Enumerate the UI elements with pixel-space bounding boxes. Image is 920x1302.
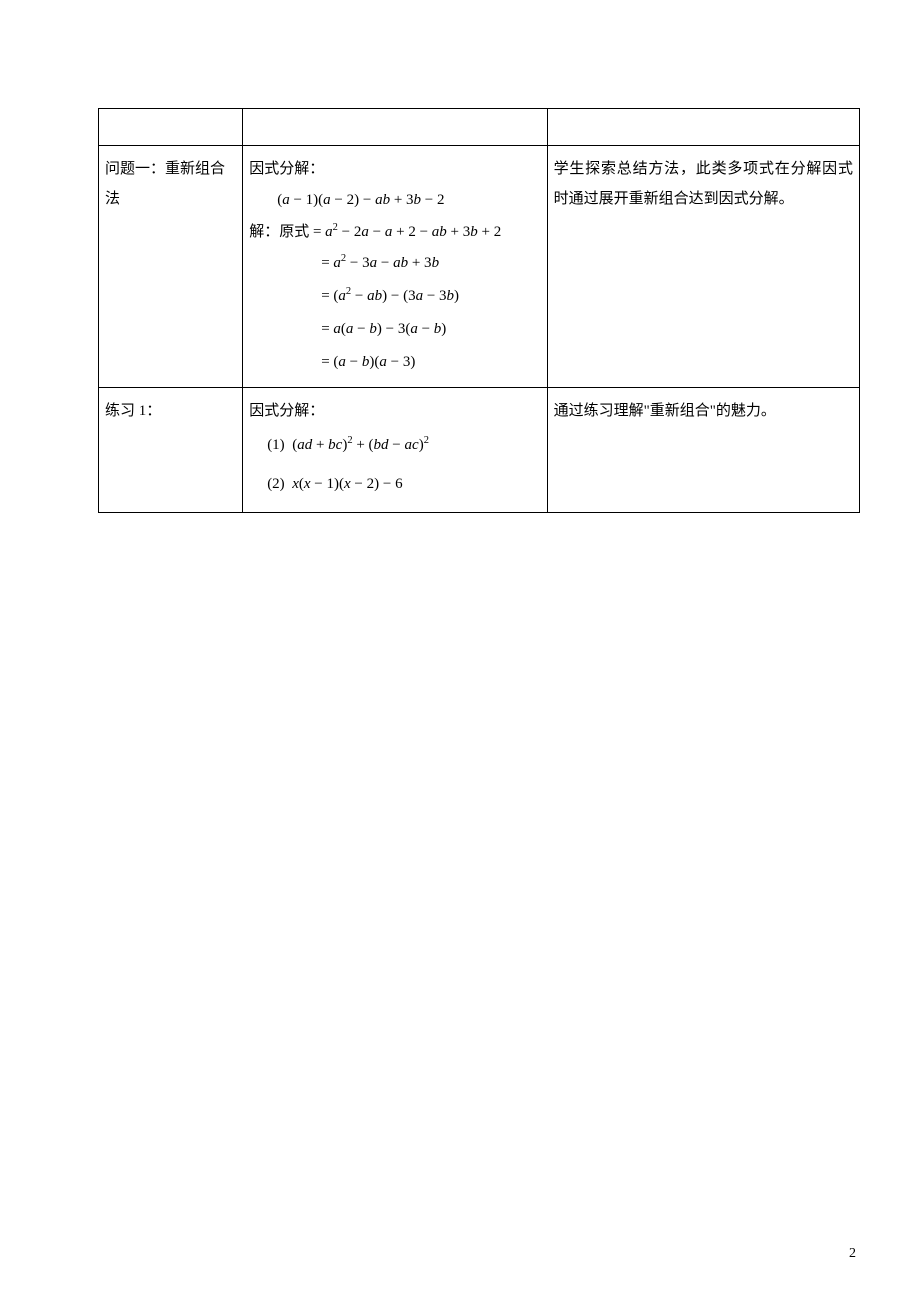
cell xyxy=(547,109,859,146)
item-number: (2) xyxy=(267,476,285,492)
section-title: 因式分解： xyxy=(249,161,324,177)
math-expression: (a − 1)(a − 2) − ab + 3b − 2 xyxy=(249,184,540,217)
table-row: 练习 1： 因式分解： (1) (ad + bc)2 + (bd − ac)2 … xyxy=(99,388,860,513)
cell xyxy=(243,109,547,146)
table-row: 问题一：重新组合法 因式分解： (a − 1)(a − 2) − ab + 3b… xyxy=(99,146,860,388)
content-table: 问题一：重新组合法 因式分解： (a − 1)(a − 2) − ab + 3b… xyxy=(98,108,860,513)
topic-cell: 练习 1： xyxy=(99,388,243,513)
page: 问题一：重新组合法 因式分解： (a − 1)(a − 2) − ab + 3b… xyxy=(0,0,920,1302)
notes-cell: 学生探索总结方法，此类多项式在分解因式时通过展开重新组合达到因式分解。 xyxy=(547,146,859,388)
table-row xyxy=(99,109,860,146)
exercise-label: 练习 1： xyxy=(105,403,161,419)
exercise-item: (2) x(x − 1)(x − 2) − 6 xyxy=(249,465,540,504)
notes-cell: 通过练习理解"重新组合"的魅力。 xyxy=(547,388,859,513)
notes-text: 通过练习理解"重新组合"的魅力。 xyxy=(554,403,776,419)
page-number: 2 xyxy=(849,1246,856,1262)
solution-block: 解：原式 = a2 − 2a − a + 2 − ab + 3b + 2 = a… xyxy=(249,217,540,379)
content-cell: 因式分解： (1) (ad + bc)2 + (bd − ac)2 (2) x(… xyxy=(243,388,547,513)
notes-text: 学生探索总结方法，此类多项式在分解因式时通过展开重新组合达到因式分解。 xyxy=(554,161,853,207)
cell xyxy=(99,109,243,146)
topic-cell: 问题一：重新组合法 xyxy=(99,146,243,388)
section-title: 因式分解： xyxy=(249,403,324,419)
solution-label: 解：原式 xyxy=(249,224,309,240)
content-cell: 因式分解： (a − 1)(a − 2) − ab + 3b − 2 解：原式 … xyxy=(243,146,547,388)
math-steps: = a2 − 3a − ab + 3b = (a2 − ab) − (3a − … xyxy=(249,247,540,379)
exercise-item: (1) (ad + bc)2 + (bd − ac)2 xyxy=(249,426,540,465)
topic-label: 问题一：重新组合法 xyxy=(105,161,225,207)
item-number: (1) xyxy=(267,437,285,453)
